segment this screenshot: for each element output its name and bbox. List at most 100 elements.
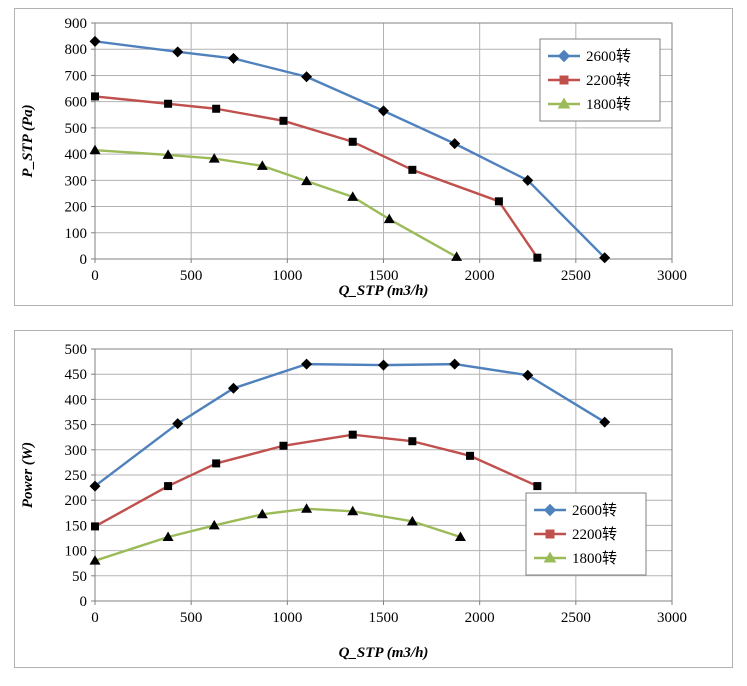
y-tick-label: 450 bbox=[65, 367, 88, 383]
triangle-marker bbox=[301, 175, 313, 186]
diamond-marker bbox=[89, 480, 101, 492]
legend-label: 2600转 bbox=[586, 48, 631, 65]
triangle-marker bbox=[557, 97, 571, 109]
power-flow-chart-canvas-svg: 0 500 1000 1500 2000 2500 3000 0 50 100 150 200 250 3… bbox=[20, 342, 687, 661]
x-tick-label: 0 bbox=[91, 610, 99, 626]
triangle-marker bbox=[162, 149, 174, 159]
y-tick-label: 600 bbox=[65, 95, 88, 111]
x-tick-label: 3000 bbox=[657, 268, 687, 284]
diamond-marker bbox=[449, 358, 461, 370]
y-tick-label: 350 bbox=[65, 418, 88, 434]
x-tick-label: 1500 bbox=[369, 610, 399, 626]
diamond-marker bbox=[89, 35, 101, 47]
triangle-marker bbox=[406, 515, 418, 526]
diamond-marker bbox=[172, 46, 184, 58]
square-marker bbox=[279, 116, 288, 125]
diamond-marker bbox=[543, 503, 557, 517]
x-tick-label: 2500 bbox=[561, 268, 591, 284]
diamond-marker bbox=[599, 252, 611, 264]
diamond-marker bbox=[449, 138, 461, 150]
y-tick-label: 800 bbox=[65, 42, 88, 58]
power-flow-chart: 0 500 1000 1500 2000 2500 3000 0 50 100 150 200 250 3… bbox=[14, 330, 733, 668]
y-tick-label: 700 bbox=[65, 68, 88, 84]
square-marker bbox=[279, 441, 288, 450]
y-tick-label: 250 bbox=[65, 468, 88, 484]
y-tick-label: 900 bbox=[65, 16, 88, 32]
legend-entry-1800转: 1800转 bbox=[548, 96, 631, 113]
series-1800转 bbox=[89, 144, 463, 261]
triangle-marker bbox=[89, 555, 101, 565]
pressure-flow-chart: 0 500 1000 1500 2000 2500 3000 0 100 200 300 400 500… bbox=[14, 8, 733, 306]
square-marker bbox=[164, 99, 173, 108]
square-marker bbox=[408, 437, 417, 446]
x-axis-title: Q_STP (m3/h) bbox=[339, 283, 429, 299]
y-tick-label: 150 bbox=[65, 518, 88, 534]
legend-entry-2200转: 2200转 bbox=[548, 72, 631, 89]
triangle-marker bbox=[208, 153, 220, 163]
diamond-marker bbox=[557, 49, 571, 63]
legend: 2600转 2200转 1800转 bbox=[539, 38, 661, 122]
legend-entry-1800转: 1800转 bbox=[534, 550, 617, 567]
diamond-marker bbox=[227, 382, 239, 394]
triangle-marker bbox=[89, 144, 101, 155]
y-tick-label: 500 bbox=[65, 121, 88, 137]
y-tick-label: 0 bbox=[80, 594, 88, 610]
diamond-marker bbox=[522, 369, 534, 381]
y-axis-title: Power (W) bbox=[20, 442, 36, 508]
x-tick-label: 1500 bbox=[369, 268, 399, 284]
legend-entry-2600转: 2600转 bbox=[548, 48, 631, 65]
triangle-marker bbox=[162, 531, 174, 541]
legend-label: 2600转 bbox=[572, 502, 617, 519]
y-axis-title: P_STP (Pa) bbox=[20, 104, 36, 177]
series-2600转 bbox=[89, 35, 611, 264]
x-tick-label: 1000 bbox=[272, 268, 302, 284]
diamond-marker bbox=[378, 105, 389, 117]
triangle-marker bbox=[454, 531, 466, 541]
legend-label: 1800转 bbox=[586, 96, 631, 113]
diamond-marker bbox=[301, 71, 313, 83]
square-marker bbox=[466, 451, 475, 460]
square-marker bbox=[348, 430, 357, 439]
triangle-marker bbox=[347, 191, 359, 201]
y-axis: 0 100 200 300 400 500 600 700 800 900 bbox=[65, 16, 95, 268]
x-tick-label: 2000 bbox=[465, 268, 495, 284]
x-tick-label: 2000 bbox=[465, 610, 495, 626]
series-2200转 bbox=[91, 92, 542, 262]
triangle-marker bbox=[256, 508, 268, 519]
y-tick-label: 200 bbox=[65, 200, 88, 216]
square-marker bbox=[91, 522, 99, 531]
square-marker bbox=[408, 165, 417, 174]
y-tick-label: 100 bbox=[65, 226, 88, 242]
triangle-marker bbox=[256, 160, 268, 170]
triangle-marker bbox=[383, 213, 395, 224]
legend-entry-2200转: 2200转 bbox=[534, 526, 617, 543]
diamond-marker bbox=[378, 359, 389, 371]
series-2600转 bbox=[89, 358, 611, 492]
square-marker bbox=[164, 482, 173, 491]
legend-entry-2600转: 2600转 bbox=[534, 502, 617, 519]
y-tick-label: 100 bbox=[65, 544, 88, 560]
diamond-marker bbox=[172, 418, 184, 430]
square-marker bbox=[212, 459, 221, 468]
diamond-marker bbox=[599, 416, 611, 428]
triangle-marker bbox=[347, 505, 359, 516]
x-axis: 0 500 1000 1500 2000 2500 3000 bbox=[91, 601, 687, 626]
triangle-marker bbox=[301, 503, 313, 513]
x-tick-label: 0 bbox=[91, 268, 99, 284]
x-tick-label: 500 bbox=[180, 268, 203, 284]
square-marker bbox=[559, 75, 569, 85]
power-flow-chart-canvas: 0 500 1000 1500 2000 2500 3000 0 50 100 150 200 250 3… bbox=[15, 331, 732, 667]
diamond-marker bbox=[522, 174, 534, 186]
legend-label: 1800转 bbox=[572, 550, 617, 567]
square-marker bbox=[545, 529, 555, 539]
square-marker bbox=[533, 482, 542, 491]
y-tick-label: 400 bbox=[65, 392, 88, 408]
pressure-flow-chart-canvas-svg: 0 500 1000 1500 2000 2500 3000 0 100 200 300 400 500… bbox=[20, 16, 687, 299]
pressure-flow-chart-canvas: 0 500 1000 1500 2000 2500 3000 0 100 200 300 400 500… bbox=[15, 9, 732, 305]
y-tick-label: 400 bbox=[65, 147, 88, 163]
x-tick-label: 3000 bbox=[657, 610, 687, 626]
y-tick-label: 0 bbox=[80, 252, 88, 268]
x-tick-label: 2500 bbox=[561, 610, 591, 626]
square-marker bbox=[494, 197, 503, 206]
x-axis: 0 500 1000 1500 2000 2500 3000 bbox=[91, 259, 687, 284]
